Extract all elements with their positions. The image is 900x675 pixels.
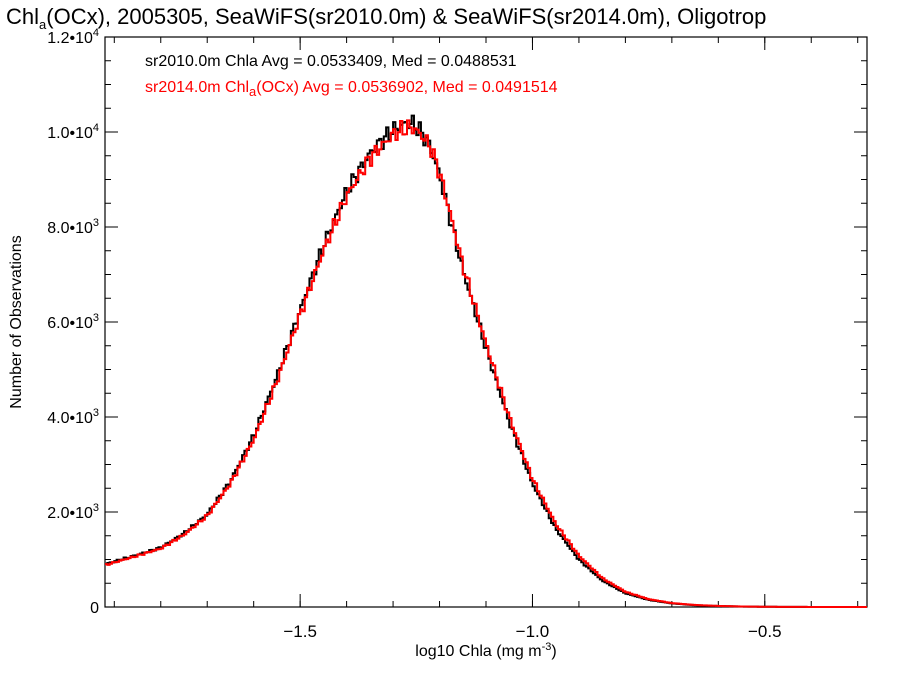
y-axis-label: Number of Observations xyxy=(8,235,25,408)
y-tick-label: 4.0•103 xyxy=(47,407,99,427)
legend: sr2010.0m Chla Avg = 0.0533409, Med = 0.… xyxy=(145,53,558,99)
plot-frame xyxy=(104,36,868,608)
series-line-sr2010.0m xyxy=(105,114,867,608)
y-tick-label: 8.0•103 xyxy=(47,217,99,237)
chart-title: Chla(OCx), 2005305, SeaWiFS(sr2010.0m) &… xyxy=(6,4,766,32)
series-group xyxy=(105,114,867,608)
y-axis: 0 2.0•103 4.0•103 6.0•103 8.0•103 1.0•104 1.2•… xyxy=(47,27,867,617)
x-tick-label: −1.5 xyxy=(283,622,317,641)
y-tick-label: 1.2•104 xyxy=(47,27,99,47)
y-tick-label: 0 xyxy=(90,600,99,617)
legend-entry-sr2010: sr2010.0m Chla Avg = 0.0533409, Med = 0.… xyxy=(145,53,517,70)
x-tick-label: −0.5 xyxy=(748,622,782,641)
plot-area: −1.5 −1.0 −0.5 0 2.0•103 4.0•103 6.0•103 8.0•1… xyxy=(47,27,868,641)
legend-entry-sr2014: sr2014.0m Chla(OCx) Avg = 0.0536902, Med… xyxy=(145,79,558,99)
x-axis: −1.5 −1.0 −0.5 xyxy=(113,37,859,641)
x-tick-label: −1.0 xyxy=(516,622,550,641)
y-tick-label: 1.0•104 xyxy=(47,122,99,142)
y-tick-label: 6.0•103 xyxy=(47,312,99,332)
x-axis-label: log10 Chla (mg m-3) xyxy=(415,641,556,660)
y-tick-label: 2.0•103 xyxy=(47,502,99,522)
series-line-sr2014.0m xyxy=(105,119,867,608)
